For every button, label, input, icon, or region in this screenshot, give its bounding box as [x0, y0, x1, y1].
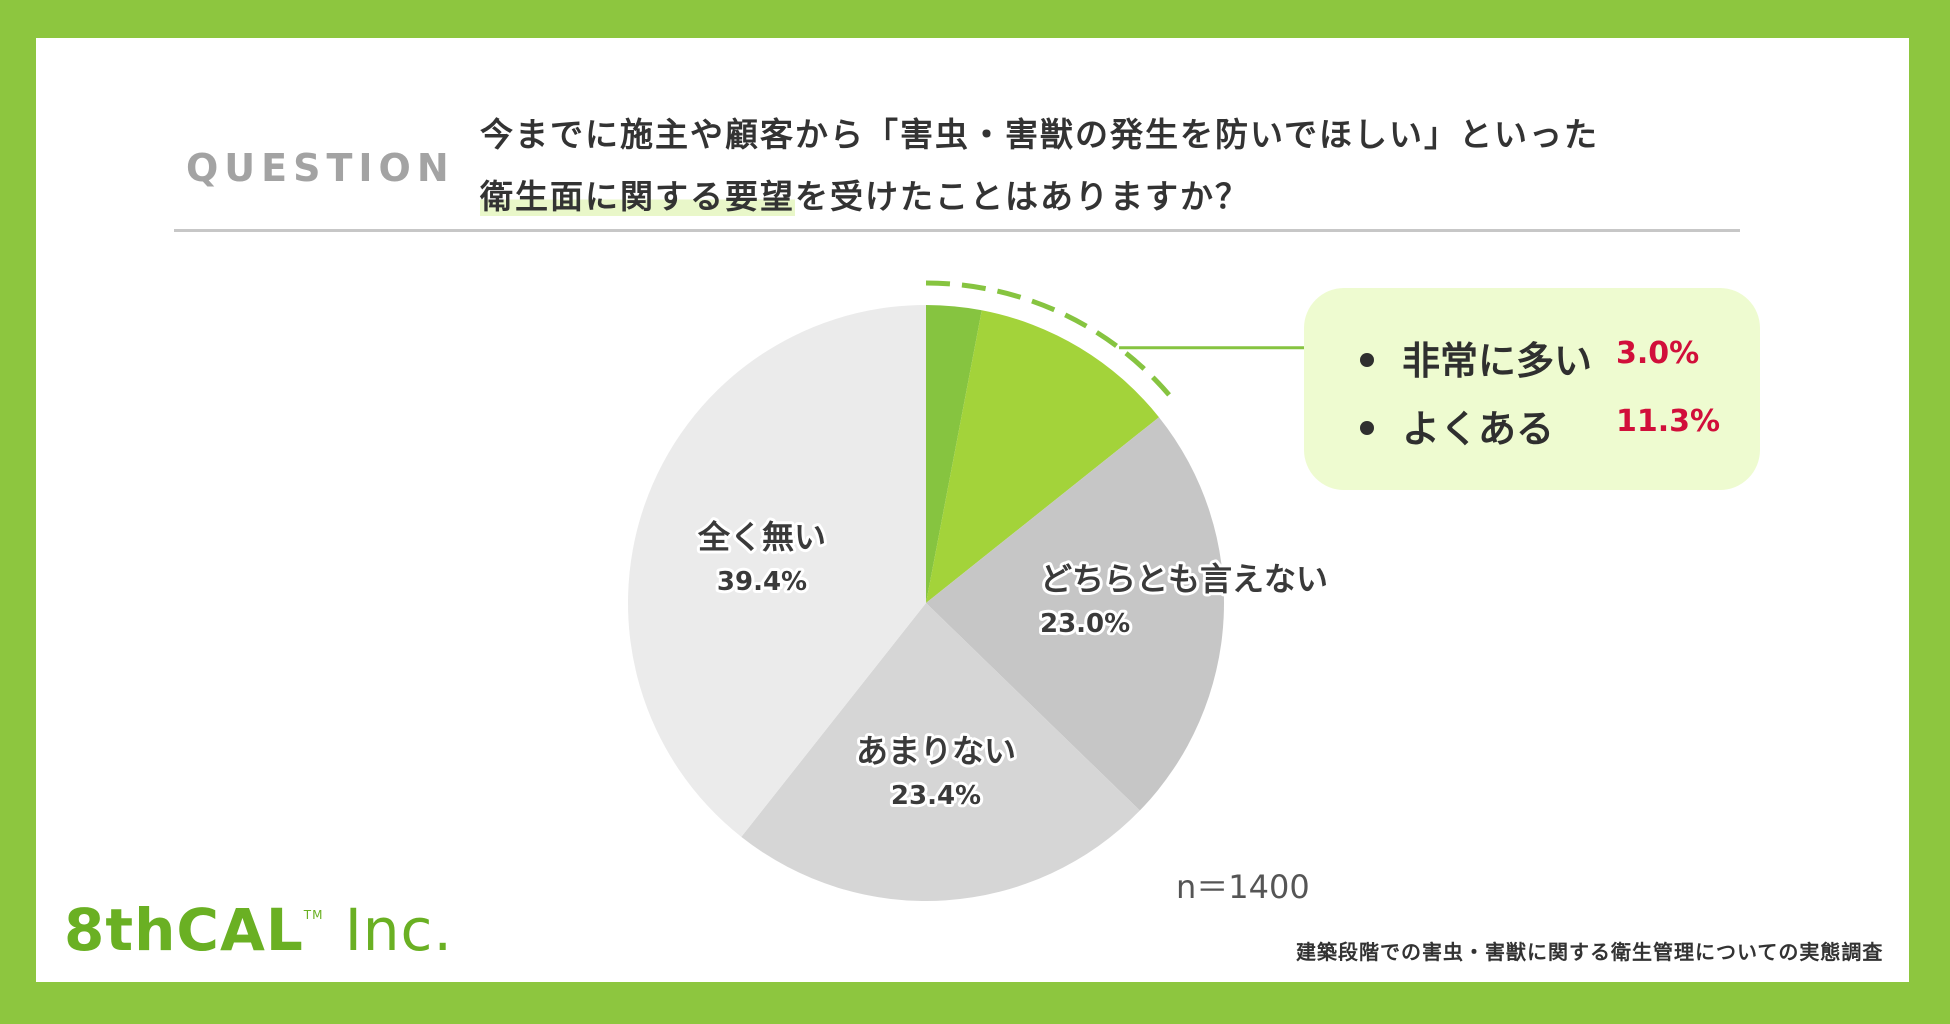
logo-mark: 8thCAL: [64, 896, 304, 964]
survey-title-footer: 建築段階での害虫・害獣に関する衛生管理についての実態調査: [1296, 940, 1884, 964]
bullet-icon: [1360, 352, 1374, 367]
legend-item-very-often: 非常に多い: [1360, 330, 1592, 385]
slice-labels: どちらとも言えない 23.0% あまりない 23.4% 全く無い 39.4%: [694, 515, 1331, 814]
question-highlight: 衛生面に関する要望: [480, 177, 795, 216]
slice-category-label: 全く無い: [697, 518, 826, 556]
pie-slice-3: [926, 417, 1224, 811]
legend-label: 非常に多い: [1402, 339, 1593, 383]
pie-slice-5: [627, 305, 926, 837]
legend-value-often: 11.3%: [1616, 404, 1721, 439]
legend-item-often: よくある: [1360, 398, 1554, 453]
logo-tm: TM: [303, 908, 324, 922]
pie-slice-1: [926, 305, 982, 603]
logo-inc: Inc.: [344, 896, 453, 964]
sample-size: n＝1400: [1176, 868, 1310, 906]
question-line-2: 衛生面に関する要望を受けたことはありますか？: [480, 166, 1599, 228]
slice-value-label: 23.0%: [1040, 609, 1130, 639]
legend-box: 非常に多い 3.0% よくある 11.3%: [1304, 288, 1760, 490]
question-text: 今までに施主や顧客から「害虫・害獣の発生を防いでほしい」といった 衛生面に関する…: [480, 104, 1599, 228]
question-line-2-rest: を受けたことはありますか？: [795, 177, 1250, 216]
pie-slices: [627, 305, 1224, 902]
legend-value-very-often: 3.0%: [1616, 336, 1700, 371]
slice-value-label: 39.4%: [717, 567, 807, 597]
bullet-icon: [1360, 420, 1374, 435]
company-logo: 8thCALTM Inc.: [64, 896, 453, 964]
slice-value-label: 23.4%: [891, 781, 981, 811]
highlight-dashed-arc: [925, 280, 1179, 406]
slice-category-label: あまりない: [856, 732, 1016, 770]
question-label: QUESTION: [186, 146, 455, 190]
divider: [174, 229, 1740, 232]
pie-slice-4: [741, 603, 1140, 902]
question-line-1: 今までに施主や顧客から「害虫・害獣の発生を防いでほしい」といった: [480, 115, 1600, 154]
slice-category-label: どちらとも言えない: [1040, 560, 1328, 598]
legend-label: よくある: [1402, 407, 1555, 451]
pie-slice-2: [926, 310, 1159, 603]
